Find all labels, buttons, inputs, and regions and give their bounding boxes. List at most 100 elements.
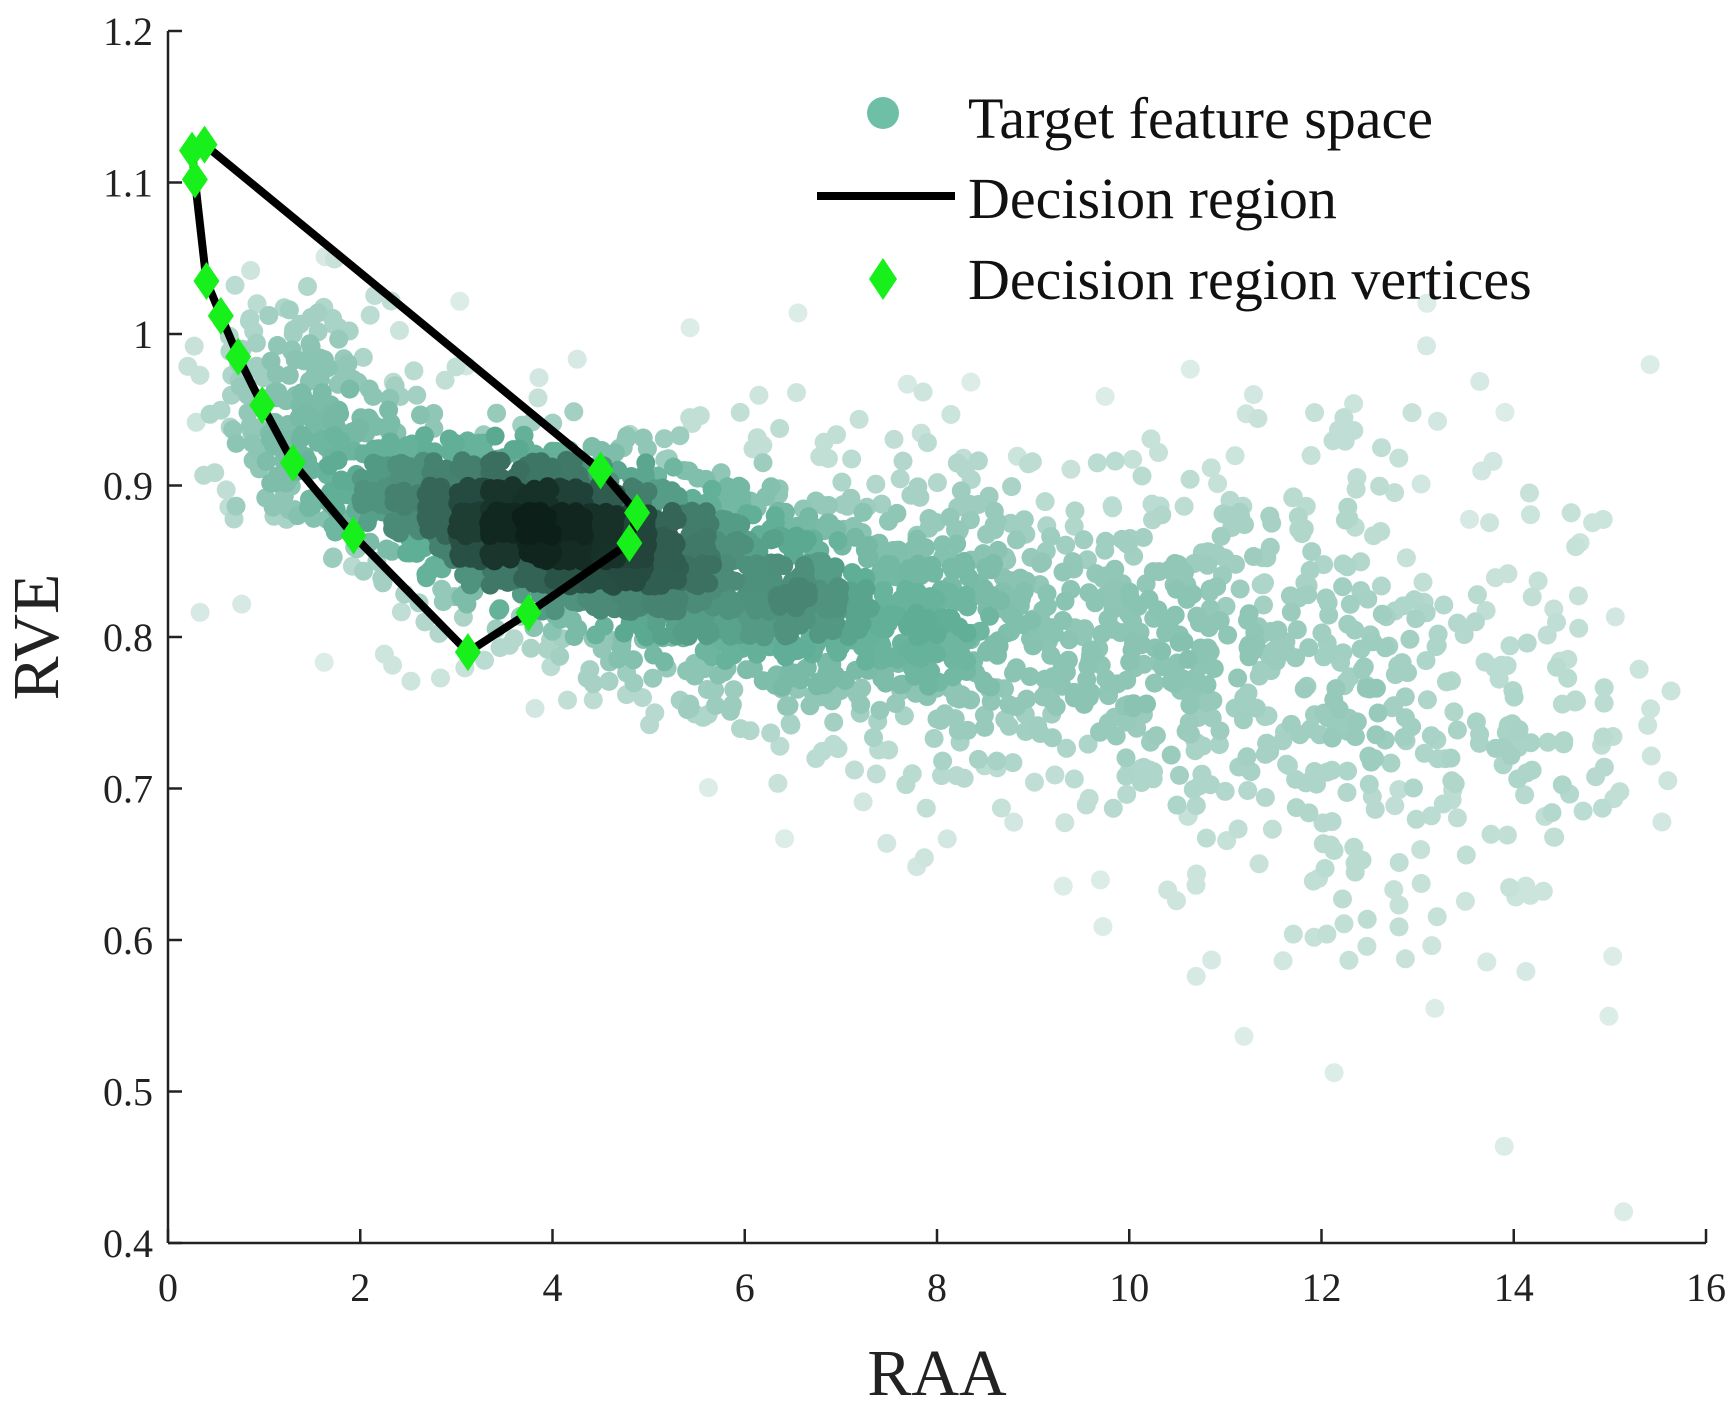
density-point bbox=[1335, 431, 1355, 451]
density-point bbox=[901, 610, 921, 630]
legend: Target feature space Decision region Dec… bbox=[817, 86, 1532, 312]
density-point bbox=[768, 586, 788, 606]
density-point bbox=[849, 409, 869, 429]
density-point bbox=[1552, 775, 1572, 795]
density-point bbox=[866, 764, 886, 784]
density-point bbox=[703, 555, 723, 575]
density-point bbox=[774, 556, 794, 576]
density-point bbox=[976, 558, 996, 577]
density-point bbox=[491, 479, 511, 499]
density-point bbox=[1500, 636, 1520, 656]
density-point bbox=[1262, 819, 1282, 839]
vertex-marker bbox=[181, 160, 208, 199]
density-point bbox=[340, 379, 360, 399]
density-point bbox=[1364, 526, 1383, 546]
density-point bbox=[1254, 595, 1273, 615]
density-point bbox=[1132, 466, 1152, 486]
density-point bbox=[1545, 827, 1565, 847]
density-point bbox=[1218, 625, 1238, 645]
density-point bbox=[636, 627, 656, 647]
density-point bbox=[1045, 765, 1065, 785]
y-tick-label: 0.9 bbox=[103, 464, 153, 509]
density-point bbox=[1406, 809, 1426, 829]
density-point bbox=[246, 333, 266, 353]
density-point bbox=[876, 673, 896, 693]
density-point bbox=[877, 833, 897, 853]
density-point bbox=[308, 303, 328, 323]
density-point bbox=[1338, 761, 1357, 781]
density-point bbox=[815, 675, 835, 695]
density-point bbox=[1521, 505, 1540, 525]
density-point bbox=[1249, 854, 1269, 874]
density-point bbox=[968, 451, 988, 471]
density-point bbox=[1238, 683, 1258, 703]
density-point bbox=[1396, 548, 1416, 568]
density-point bbox=[450, 291, 470, 311]
x-tick-label: 12 bbox=[1302, 1265, 1342, 1310]
density-point bbox=[981, 585, 1001, 605]
density-point bbox=[1427, 907, 1447, 927]
density-point bbox=[1317, 924, 1337, 944]
density-point bbox=[652, 626, 671, 646]
density-point bbox=[190, 602, 210, 622]
density-point bbox=[800, 696, 820, 716]
density-point bbox=[1385, 483, 1405, 503]
density-point bbox=[1046, 697, 1066, 717]
density-point bbox=[764, 529, 784, 549]
density-point bbox=[654, 527, 674, 546]
density-point bbox=[896, 580, 916, 599]
density-point bbox=[690, 406, 710, 426]
density-point bbox=[411, 405, 430, 425]
density-point bbox=[451, 502, 471, 522]
density-point bbox=[1358, 589, 1378, 609]
density-point bbox=[714, 569, 734, 589]
density-point bbox=[1573, 801, 1593, 821]
density-point bbox=[1480, 513, 1500, 533]
density-point bbox=[775, 829, 795, 849]
density-point bbox=[454, 565, 474, 585]
y-tick-label: 1.2 bbox=[103, 9, 153, 54]
density-point bbox=[1000, 605, 1020, 625]
density-point bbox=[583, 674, 603, 694]
density-point bbox=[1417, 293, 1437, 313]
density-point bbox=[279, 365, 299, 385]
density-point bbox=[1456, 845, 1476, 865]
y-tick-label: 0.5 bbox=[103, 1070, 153, 1115]
density-point bbox=[1515, 785, 1535, 805]
density-point bbox=[1023, 636, 1043, 656]
density-point bbox=[1497, 656, 1517, 676]
density-point bbox=[706, 696, 725, 715]
density-point bbox=[454, 523, 474, 542]
y-tick-label: 1.1 bbox=[103, 161, 153, 206]
density-point bbox=[722, 695, 742, 715]
density-point bbox=[247, 294, 267, 314]
density-point bbox=[353, 347, 373, 367]
density-point bbox=[432, 579, 452, 599]
density-point bbox=[1264, 640, 1284, 660]
density-point bbox=[1042, 728, 1062, 748]
density-point bbox=[1196, 828, 1216, 848]
density-point bbox=[1389, 895, 1409, 915]
density-point bbox=[913, 564, 933, 584]
density-point bbox=[633, 688, 652, 708]
density-point bbox=[1402, 403, 1422, 423]
density-point bbox=[827, 595, 847, 615]
density-point bbox=[1090, 870, 1110, 890]
density-point bbox=[407, 385, 427, 405]
density-point bbox=[617, 568, 637, 588]
vertex-marker bbox=[616, 524, 643, 563]
density-point bbox=[390, 321, 409, 340]
density-point bbox=[975, 717, 995, 737]
density-point bbox=[1470, 372, 1490, 391]
density-point bbox=[1365, 799, 1385, 819]
density-point bbox=[866, 474, 886, 494]
density-point bbox=[1057, 738, 1076, 758]
density-point bbox=[1143, 769, 1163, 789]
density-point bbox=[1281, 602, 1301, 622]
density-point bbox=[469, 433, 489, 453]
density-point bbox=[395, 497, 415, 516]
density-point bbox=[1346, 479, 1366, 499]
density-point bbox=[1344, 394, 1364, 414]
density-point bbox=[872, 494, 892, 514]
density-point bbox=[1249, 666, 1269, 686]
